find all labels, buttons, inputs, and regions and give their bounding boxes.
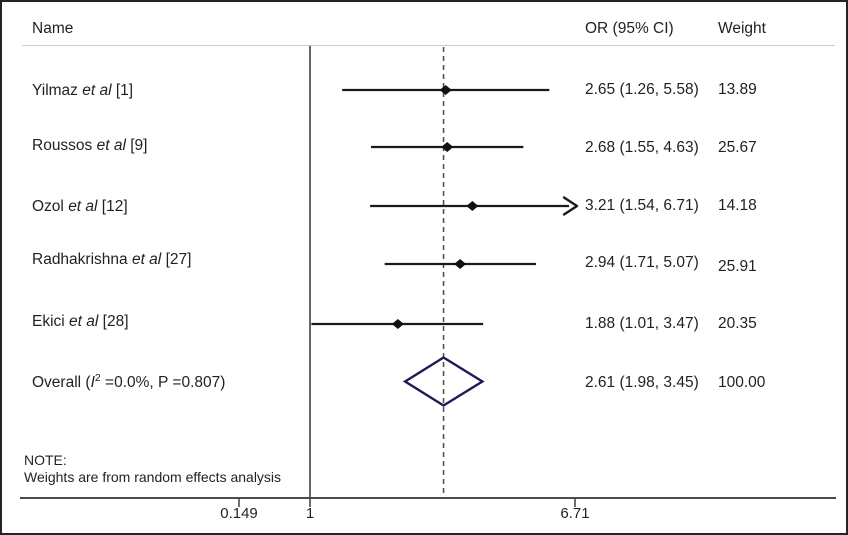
overall-label: Overall (I2 =0.0%, P =0.807) (32, 371, 226, 391)
column-header-name: Name (32, 20, 74, 37)
overall-diamond (402, 356, 485, 407)
or-ci-value: 1.88 (1.01, 3.47) (585, 315, 699, 332)
point-estimate-marker (454, 259, 467, 269)
weight-value: 13.89 (718, 81, 757, 98)
header-divider (22, 45, 835, 46)
study-name: Ozol et al [12] (32, 198, 128, 215)
weight-value: 25.67 (718, 139, 757, 156)
weight-value: 25.91 (718, 258, 757, 275)
point-estimate-marker (391, 319, 404, 329)
point-estimate-marker (439, 85, 452, 95)
overall-weight-value: 100.00 (718, 374, 766, 391)
note-title: NOTE: (24, 452, 67, 468)
study-name: Ekici et al [28] (32, 313, 129, 330)
note-text: Weights are from random effects analysis (24, 469, 282, 485)
study-name: Yilmaz et al [1] (32, 82, 134, 99)
or-ci-value: 2.68 (1.55, 4.63) (585, 139, 699, 156)
x-axis-tick-label: 6.71 (560, 505, 590, 522)
overall-or-ci-value: 2.61 (1.98, 3.45) (585, 374, 699, 391)
point-estimate-marker (441, 142, 454, 152)
ci-arrow-right (562, 196, 579, 216)
x-axis-tick-label: 0.149 (220, 505, 258, 522)
or-ci-value: 2.65 (1.26, 5.58) (585, 81, 699, 98)
column-header-weight: Weight (718, 20, 766, 37)
weight-value: 14.18 (718, 197, 757, 214)
or-ci-value: 2.94 (1.71, 5.07) (585, 254, 699, 271)
study-name: Radhakrishna et al [27] (32, 251, 192, 268)
weight-value: 20.35 (718, 315, 757, 332)
x-axis-tick-label: 1 (305, 505, 315, 522)
point-estimate-marker (466, 201, 479, 211)
study-name: Roussos et al [9] (32, 137, 148, 154)
column-header-or-ci: OR (95% CI) (585, 20, 674, 37)
or-ci-value: 3.21 (1.54, 6.71) (585, 197, 699, 214)
